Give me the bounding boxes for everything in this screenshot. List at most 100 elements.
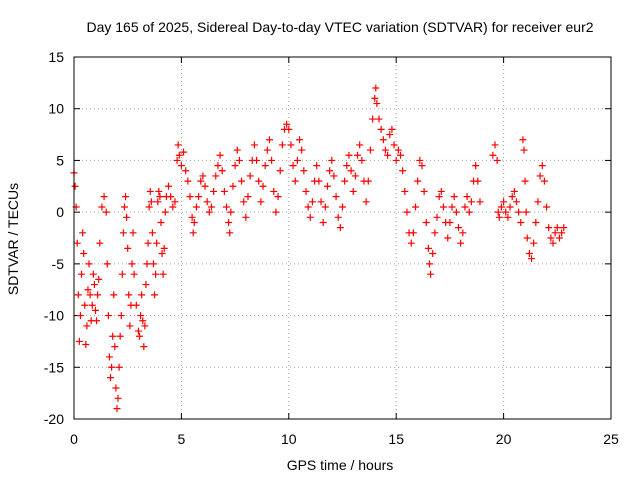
data-point [146,187,154,195]
data-point [461,203,469,211]
data-point [257,198,265,206]
data-point [263,146,271,154]
data-point [177,162,185,170]
data-point [125,291,133,299]
data-point [171,198,179,206]
data-point [446,218,454,226]
x-tick-label: 15 [388,431,404,447]
data-point [354,151,362,159]
data-point [207,203,215,211]
data-point [149,260,157,268]
data-point [126,322,134,330]
data-point [285,125,293,133]
data-point [246,172,254,180]
data-point [334,213,342,221]
data-point [497,203,505,211]
data-point [560,224,568,232]
data-point [223,203,231,211]
data-point [144,239,152,247]
data-point [412,203,420,211]
data-point [520,146,528,154]
data-point [205,208,213,216]
data-point [238,177,246,185]
data-point [122,193,130,201]
data-point [274,193,282,201]
data-point [289,162,297,170]
data-point [109,332,117,340]
data-point [161,208,169,216]
data-point [242,213,250,221]
data-point [272,208,280,216]
data-point [296,136,304,144]
data-point [298,146,306,154]
data-point [225,218,233,226]
x-tick-label: 25 [603,431,619,447]
data-point [362,198,370,206]
data-point [330,172,338,180]
data-point [364,177,372,185]
data-point [148,229,156,237]
data-point [73,239,81,247]
data-point [534,198,542,206]
data-point [437,187,445,195]
data-point [189,229,197,237]
data-point [429,250,437,258]
data-point [216,151,224,159]
data-point [328,156,336,164]
x-axis-label: GPS time / hours [287,457,394,473]
data-point [128,260,136,268]
data-point [174,141,182,149]
data-point [448,203,456,211]
data-point [319,218,327,226]
data-point [336,224,344,232]
data-point [315,177,323,185]
data-point [425,260,433,268]
data-point [167,193,175,201]
data-point [104,312,112,320]
data-point [372,84,380,92]
data-point [115,363,123,371]
data-point [195,193,203,201]
data-point [543,203,551,211]
data-point [180,148,188,156]
data-point [130,270,138,278]
data-point [192,203,200,211]
data-point [491,141,499,149]
data-point [521,177,529,185]
data-point [293,156,301,164]
data-point [403,208,411,216]
x-tick-label: 5 [178,431,186,447]
data-point [457,239,465,247]
data-point [110,291,118,299]
data-point [118,270,126,278]
data-point [371,94,379,102]
data-point [317,198,325,206]
data-point [147,198,155,206]
data-point [165,182,173,190]
data-point [515,208,523,216]
data-point [476,198,484,206]
data-point [188,213,196,221]
data-point [474,177,482,185]
data-point [268,156,276,164]
data-point [114,394,122,402]
data-point [418,162,426,170]
x-tick-label: 20 [496,431,512,447]
data-point [253,156,261,164]
data-point [347,167,355,175]
data-point [291,177,299,185]
data-point [547,234,555,242]
data-point [203,198,211,206]
data-point [512,198,520,206]
data-point [175,151,183,159]
data-point [540,177,548,185]
data-point [323,182,331,190]
data-point [117,312,125,320]
data-point [525,250,533,258]
data-point [153,239,161,247]
data-point [495,213,503,221]
data-point [517,218,525,226]
data-point [71,182,79,190]
data-point [212,172,220,180]
data-point [259,182,267,190]
